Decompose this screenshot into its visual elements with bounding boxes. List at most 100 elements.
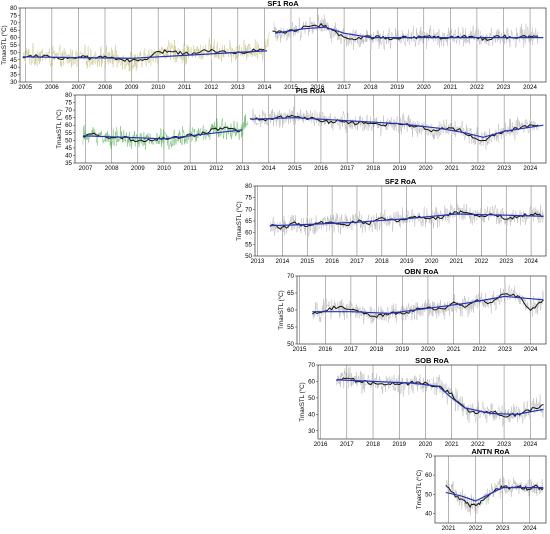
panel-sf2: SF2 RoA 50 55 60 65 70 75 80 2013 2014 2015 2016 201…	[236, 177, 547, 265]
tick-label-x: 2024	[523, 525, 537, 532]
tick-label-x: 2020	[421, 346, 435, 353]
tick-label-x: 2021	[443, 84, 457, 91]
tick-label-x: 2017	[337, 84, 351, 91]
tick-label-y: 60	[65, 122, 72, 129]
tick-label-x: 2014	[262, 165, 276, 172]
tick-label-x: 2008	[98, 84, 112, 91]
series-trend	[274, 26, 544, 39]
tick-label-y: 70	[425, 453, 432, 460]
tick-label-x: 2022	[471, 165, 485, 172]
panel-title: ANTN RoA	[471, 447, 510, 456]
tick-label-x: 2018	[364, 84, 378, 91]
tick-label-x: 2021	[445, 165, 459, 172]
tick-label-x: 2019	[393, 165, 407, 172]
panel-title: SOB RoA	[415, 356, 449, 365]
series-smoothed	[445, 484, 544, 509]
series-raw-early	[22, 31, 270, 72]
tick-label-x: 2016	[318, 346, 332, 353]
tick-label-y: 70	[287, 273, 294, 280]
tick-label-x: 2011	[183, 165, 197, 172]
tick-label-y: 50	[425, 491, 432, 498]
series-trend	[22, 50, 268, 59]
series-trend	[336, 379, 544, 415]
panel-title: SF1 RoA	[267, 0, 299, 8]
tick-label-y: 50	[287, 341, 294, 348]
tick-label-y: 40	[308, 411, 315, 418]
plot-frame	[317, 364, 547, 440]
tick-label-y: 55	[287, 324, 294, 331]
tick-label-x: 2020	[419, 441, 433, 448]
tick-label-y: 75	[10, 12, 17, 19]
tick-label-x: 2010	[151, 84, 165, 91]
tick-label-x: 2012	[209, 165, 223, 172]
axis-label-y: TmaxSTL (°C)	[236, 201, 243, 240]
axis-label-y: TmaxSTL (°C)	[1, 25, 8, 64]
tick-label-x: 2020	[419, 165, 433, 172]
tick-label-y: 70	[308, 362, 315, 369]
tick-label-x: 2007	[79, 165, 93, 172]
tick-label-y: 55	[10, 42, 17, 49]
tick-label-x: 2019	[395, 346, 409, 353]
tick-label-x: 2023	[499, 258, 513, 265]
series-raw	[336, 366, 544, 427]
tick-label-x: 2024	[524, 346, 538, 353]
tick-label-x: 2021	[450, 258, 464, 265]
tick-label-y: 30	[308, 428, 315, 435]
tick-label-y: 55	[245, 241, 252, 248]
axis-label-y: TmaxSTL (°C)	[56, 109, 63, 148]
tick-label-x: 2011	[178, 84, 192, 91]
plot-frame	[74, 94, 547, 164]
tick-label-x: 2022	[469, 525, 483, 532]
tick-label-y: 60	[425, 472, 432, 479]
axis-label-y: TmaxSTL (°C)	[278, 290, 285, 329]
axis-label-y: TmaxSTL (°C)	[416, 470, 423, 509]
tick-label-x: 2022	[471, 441, 485, 448]
tick-label-y: 60	[287, 307, 294, 314]
tick-label-y: 40	[65, 152, 72, 159]
series-trend	[445, 487, 544, 502]
tick-label-x: 2015	[284, 84, 298, 91]
series-trend	[82, 129, 243, 140]
tick-label-x: 2019	[400, 258, 414, 265]
tick-label-x: 2022	[470, 84, 484, 91]
panel-obn: OBN RoA 50 55 60 65 70 2015 2016 2017 2018 2019 202…	[278, 267, 547, 353]
series-trend	[250, 117, 544, 138]
tick-label-x: 2013	[251, 258, 265, 265]
series-raw	[312, 283, 544, 325]
panel-title: PIS RoA	[296, 86, 326, 95]
tick-label-x: 2017	[350, 258, 364, 265]
tick-label-x: 2006	[45, 84, 59, 91]
tick-label-x: 2024	[523, 165, 537, 172]
series-raw	[269, 203, 544, 238]
tick-label-y: 75	[65, 100, 72, 107]
tick-label-x: 2015	[288, 165, 302, 172]
tick-label-x: 2007	[72, 84, 86, 91]
axis-label-y: TmaxSTL (°C)	[299, 382, 306, 421]
tick-label-x: 2014	[258, 84, 272, 91]
tick-label-x: 2017	[340, 165, 354, 172]
tick-label-x: 2024	[524, 258, 538, 265]
tick-label-y: 60	[308, 378, 315, 385]
tick-label-y: 60	[10, 35, 17, 42]
tick-label-x: 2016	[325, 258, 339, 265]
tick-label-y: 45	[10, 57, 17, 64]
plot-frame	[19, 7, 547, 83]
tick-label-x: 2017	[340, 441, 354, 448]
tick-label-y: 45	[65, 145, 72, 152]
tick-label-x: 2022	[472, 346, 486, 353]
tick-label-y: 80	[10, 5, 17, 12]
series-smoothed	[272, 22, 539, 41]
tick-label-y: 65	[287, 290, 294, 297]
tick-label-x: 2013	[236, 165, 250, 172]
tick-label-y: 40	[10, 64, 17, 71]
tick-label-x: 2020	[417, 84, 431, 91]
tick-label-x: 2021	[445, 441, 459, 448]
panel-title: OBN RoA	[404, 267, 439, 276]
tick-label-y: 80	[245, 183, 252, 190]
tick-label-x: 2018	[375, 258, 389, 265]
tick-label-x: 2023	[497, 441, 511, 448]
tick-label-x: 2016	[314, 165, 328, 172]
tick-label-y: 70	[10, 20, 17, 27]
tick-label-x: 2024	[523, 441, 537, 448]
